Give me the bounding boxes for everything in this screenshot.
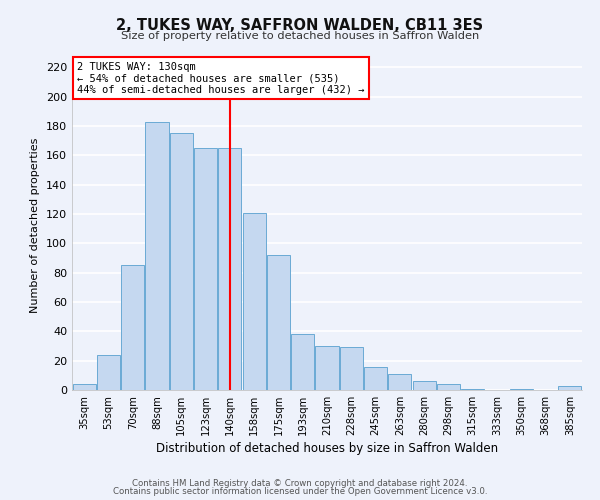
Bar — [267, 255, 290, 390]
Bar — [559, 386, 581, 390]
Bar — [218, 148, 241, 390]
Bar — [388, 374, 412, 390]
Bar — [461, 388, 484, 390]
Bar — [437, 384, 460, 390]
Bar — [510, 388, 533, 390]
Bar — [194, 148, 217, 390]
Bar — [73, 384, 95, 390]
Bar — [97, 355, 120, 390]
Bar — [170, 134, 193, 390]
Text: Contains HM Land Registry data © Crown copyright and database right 2024.: Contains HM Land Registry data © Crown c… — [132, 479, 468, 488]
Text: 2, TUKES WAY, SAFFRON WALDEN, CB11 3ES: 2, TUKES WAY, SAFFRON WALDEN, CB11 3ES — [116, 18, 484, 32]
Bar — [145, 122, 169, 390]
Bar — [316, 346, 338, 390]
Bar — [413, 381, 436, 390]
Y-axis label: Number of detached properties: Number of detached properties — [31, 138, 40, 312]
Text: Contains public sector information licensed under the Open Government Licence v3: Contains public sector information licen… — [113, 487, 487, 496]
Bar — [121, 266, 144, 390]
Bar — [364, 366, 387, 390]
Bar — [340, 348, 363, 390]
Text: Size of property relative to detached houses in Saffron Walden: Size of property relative to detached ho… — [121, 31, 479, 41]
Text: 2 TUKES WAY: 130sqm
← 54% of detached houses are smaller (535)
44% of semi-detac: 2 TUKES WAY: 130sqm ← 54% of detached ho… — [77, 62, 365, 95]
X-axis label: Distribution of detached houses by size in Saffron Walden: Distribution of detached houses by size … — [156, 442, 498, 455]
Bar — [242, 212, 266, 390]
Bar — [291, 334, 314, 390]
